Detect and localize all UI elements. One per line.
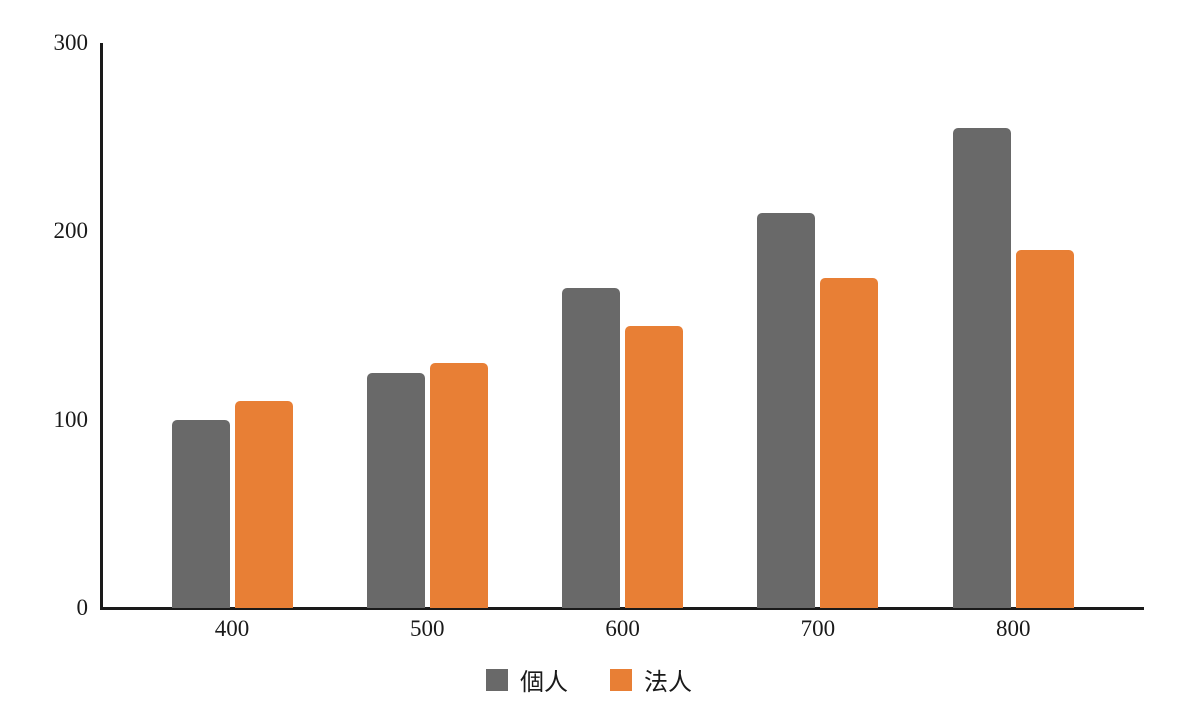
legend: 個人 法人: [0, 662, 1178, 697]
x-tick-label-800: 800: [995, 616, 1031, 641]
y-tick-label-100: 100: [53, 406, 89, 432]
bar-individual-500: [366, 372, 425, 608]
x-tick-label-700: 700: [800, 616, 836, 641]
y-tick-label-200: 200: [53, 218, 89, 244]
bar-individual-400: [171, 419, 230, 608]
y-tick-label-300: 300: [53, 30, 89, 55]
bar-individual-600: [562, 287, 621, 608]
legend-label-individual: 個人: [520, 670, 568, 696]
legend-label-corporate: 法人: [644, 670, 692, 696]
legend-item-individual: 個人: [486, 662, 568, 697]
bar-corporate-700: [820, 278, 879, 608]
bar-individual-700: [757, 212, 816, 608]
x-tick-label-600: 600: [605, 616, 640, 641]
legend-item-corporate: 法人: [610, 662, 692, 697]
y-tick-label-0: 0: [76, 595, 89, 620]
bar-individual-800: [952, 127, 1011, 608]
bar-corporate-600: [625, 325, 684, 608]
y-axis-line: [100, 43, 103, 610]
bar-corporate-800: [1015, 250, 1074, 608]
bar-corporate-400: [234, 400, 293, 608]
legend-swatch-individual: [486, 668, 508, 691]
bar-corporate-500: [429, 363, 488, 608]
x-tick-label-400: 400: [214, 616, 250, 641]
x-tick-label-500: 500: [410, 616, 445, 641]
x-axis-line: [100, 607, 1144, 610]
legend-swatch-corporate: [610, 668, 632, 691]
